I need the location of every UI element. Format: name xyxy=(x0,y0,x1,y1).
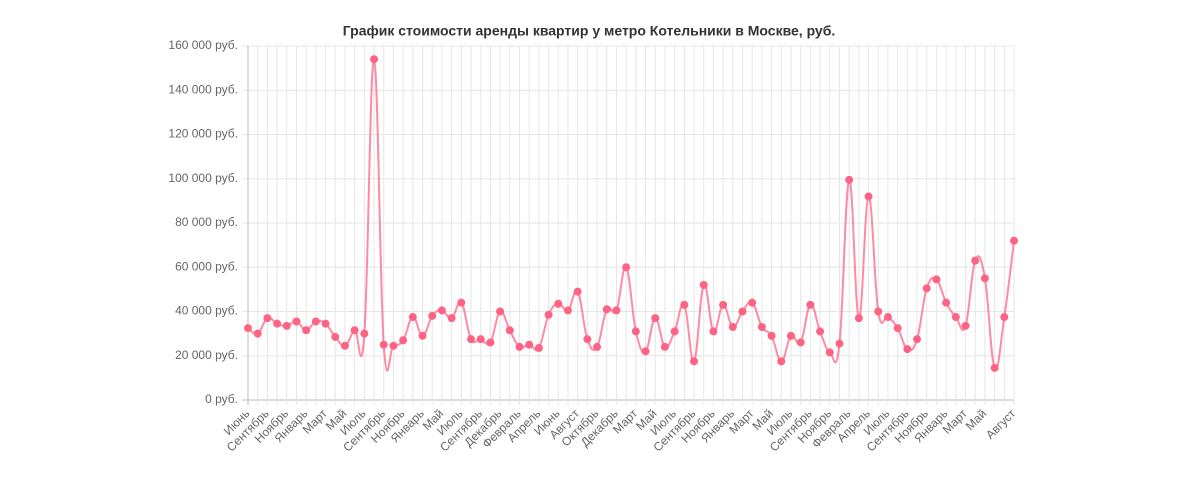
data-point xyxy=(816,327,825,336)
data-point xyxy=(874,307,883,316)
data-point xyxy=(854,314,863,323)
data-point xyxy=(360,329,369,338)
data-point xyxy=(825,348,834,357)
y-tick-label: 100 000 руб. xyxy=(168,171,238,185)
series-line xyxy=(247,58,1015,372)
data-point xyxy=(971,256,980,265)
data-point xyxy=(660,342,669,351)
data-point xyxy=(748,298,757,307)
data-point xyxy=(767,331,776,340)
y-tick-label: 140 000 руб. xyxy=(168,82,238,96)
data-point xyxy=(641,347,650,356)
data-point xyxy=(573,287,582,296)
data-point xyxy=(534,344,543,353)
data-point xyxy=(486,338,495,347)
data-point xyxy=(690,357,699,366)
data-point xyxy=(467,335,476,344)
chart-title: График стоимости аренды квартир у метро … xyxy=(343,23,836,39)
data-point xyxy=(544,310,553,319)
data-point xyxy=(563,306,572,315)
data-point xyxy=(796,338,805,347)
data-point xyxy=(806,300,815,309)
data-point xyxy=(379,340,388,349)
x-tick-label: Август xyxy=(983,406,1019,442)
data-point xyxy=(554,299,563,308)
data-point xyxy=(311,317,320,326)
data-point xyxy=(990,363,999,372)
data-point xyxy=(593,342,602,351)
data-point xyxy=(408,313,417,322)
data-point xyxy=(980,274,989,283)
data-point xyxy=(622,263,631,272)
y-tick-label: 20 000 руб. xyxy=(175,348,238,362)
data-point xyxy=(496,307,505,316)
data-point xyxy=(602,305,611,314)
data-point xyxy=(1010,236,1018,245)
data-point xyxy=(437,306,446,315)
data-point xyxy=(370,55,379,64)
data-point xyxy=(883,313,892,322)
y-tick-label: 160 000 руб. xyxy=(168,38,238,52)
data-point xyxy=(457,298,466,307)
data-point xyxy=(583,335,592,344)
data-point xyxy=(340,341,349,350)
data-point xyxy=(777,357,786,366)
y-tick-label: 60 000 руб. xyxy=(175,259,238,273)
data-point xyxy=(525,340,534,349)
data-point xyxy=(961,321,970,330)
data-point xyxy=(1000,313,1009,322)
data-point xyxy=(476,335,485,344)
data-point xyxy=(515,342,524,351)
data-point xyxy=(612,306,621,315)
data-point xyxy=(428,311,437,320)
data-point xyxy=(631,327,640,336)
data-point xyxy=(932,275,941,284)
data-point xyxy=(273,319,282,328)
y-tick-label: 80 000 руб. xyxy=(175,215,238,229)
data-point xyxy=(253,329,262,338)
data-point xyxy=(922,284,931,293)
data-point xyxy=(282,321,291,330)
data-point xyxy=(728,322,737,331)
data-point xyxy=(321,319,330,328)
data-point xyxy=(719,300,728,309)
data-point xyxy=(680,300,689,309)
data-point xyxy=(651,314,660,323)
data-point xyxy=(263,314,272,323)
data-point xyxy=(399,336,408,345)
data-point xyxy=(951,313,960,322)
data-point xyxy=(757,322,766,331)
data-point xyxy=(350,326,359,335)
data-point xyxy=(292,317,301,326)
data-point xyxy=(670,327,679,336)
data-point xyxy=(835,339,844,348)
data-point xyxy=(786,331,795,340)
data-point xyxy=(913,335,922,344)
y-tick-label: 40 000 руб. xyxy=(175,304,238,318)
data-point xyxy=(893,324,902,333)
data-point xyxy=(331,332,340,341)
data-point xyxy=(302,326,311,335)
data-point xyxy=(505,326,514,335)
data-point xyxy=(738,307,747,316)
y-tick-label: 120 000 руб. xyxy=(168,127,238,141)
data-point xyxy=(903,345,912,354)
data-point xyxy=(864,192,873,201)
data-point xyxy=(709,327,718,336)
data-point xyxy=(418,331,427,340)
data-point xyxy=(447,314,456,323)
data-point xyxy=(389,341,398,350)
data-point xyxy=(699,280,708,289)
data-point xyxy=(244,324,252,333)
data-point xyxy=(942,298,951,307)
y-tick-label: 0 руб. xyxy=(205,392,238,406)
data-point xyxy=(845,175,854,184)
